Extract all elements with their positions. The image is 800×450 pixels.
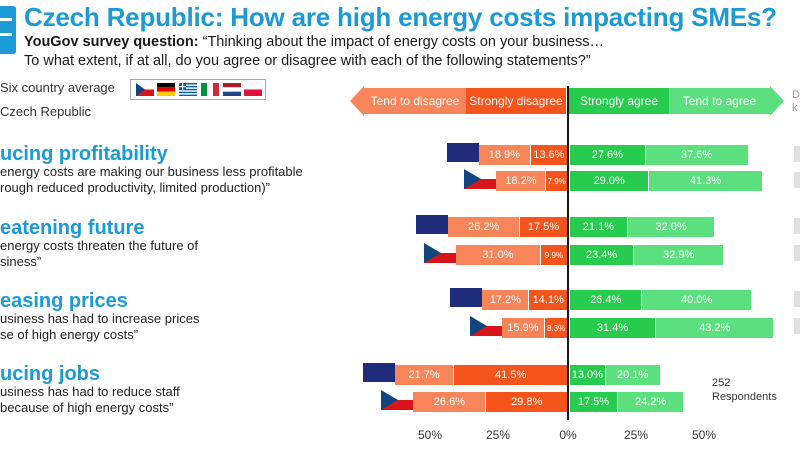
bar-strongly-disagree: 9.9% — [540, 245, 567, 265]
bar-strongly-agree: 21.1% — [570, 217, 627, 237]
bar-tend-agree: 32.0% — [627, 217, 715, 237]
czech-flag-icon — [464, 169, 497, 189]
question-line-2: To what extent, if at all, do you agree … — [24, 53, 591, 69]
category-title-profitability: ucing profitability — [0, 143, 168, 165]
bar-strongly-agree: 29.0% — [570, 171, 649, 191]
question-label: YouGov survey question: — [24, 34, 199, 50]
legend-cz-label: Czech Republic — [0, 104, 92, 119]
bar-strongly-disagree: 29.8% — [486, 392, 567, 412]
bar-strongly-disagree: 8.3% — [545, 318, 567, 338]
dont-know-header: D k — [792, 89, 800, 115]
bar-tend-disagree: 21.7% — [394, 365, 454, 385]
desc-line-2: se of high energy costs” — [0, 327, 139, 342]
desc-line-2: because of high energy costs” — [0, 400, 174, 415]
category-desc-prices: usiness has had to increase prices se of… — [0, 311, 199, 343]
bar-strongly-agree: 26.4% — [570, 290, 642, 310]
bar-strongly-disagree: 14.1% — [529, 290, 567, 310]
header-strongly-disagree: Strongly disagree — [466, 88, 566, 114]
page-title: Czech Republic: How are high energy cost… — [24, 2, 777, 32]
bar-strongly-disagree: 13.6% — [530, 145, 567, 165]
desc-line-1: usiness has had to reduce staff — [0, 384, 180, 399]
category-desc-future: energy costs threaten the future of sine… — [0, 238, 198, 270]
desc-line-1: energy costs threaten the future of — [0, 238, 199, 253]
czech-flag-icon — [381, 390, 414, 410]
header-tend-agree: Tend to agree — [669, 88, 770, 114]
survey-question: YouGov survey question: “Thinking about … — [24, 33, 604, 71]
bar-tend-disagree: 17.2% — [482, 290, 529, 310]
bar-tend-agree: 20.1% — [605, 365, 660, 385]
czech-flag-icon — [469, 316, 502, 336]
category-title-prices: easing prices — [0, 290, 128, 312]
bar-tend-agree: 37.6% — [645, 145, 748, 165]
header-strongly-agree: Strongly agree — [569, 88, 669, 114]
bar-tend-disagree: 18.2% — [496, 171, 546, 191]
header-tend-disagree: Tend to disagree — [364, 88, 466, 114]
respondents-number: 252 — [712, 377, 731, 389]
left-arrow-icon — [350, 86, 364, 116]
right-arrow-icon — [770, 86, 784, 116]
bar-strongly-agree: 17.5% — [570, 392, 617, 412]
dk-bar-stub — [794, 218, 800, 234]
question-line-1: “Thinking about the impact of energy cos… — [202, 34, 604, 50]
dk-bar-stub — [794, 146, 800, 162]
bar-tend-disagree: 15.9% — [501, 318, 545, 338]
zero-axis-line — [567, 86, 569, 420]
x-tick-label: 50% — [417, 428, 443, 442]
avg-marker-icon — [362, 363, 395, 382]
dk-bar-stub — [794, 291, 800, 307]
bar-strongly-agree: 23.4% — [570, 245, 634, 265]
desc-line-1: usiness has had to increase prices — [0, 311, 200, 326]
category-desc-jobs: usiness has had to reduce staff because … — [0, 384, 180, 416]
dk-bar-stub — [794, 318, 800, 334]
respondents-label: Respondents — [712, 391, 777, 403]
bar-strongly-disagree: 7.9% — [546, 171, 567, 191]
flags-icon — [136, 82, 263, 96]
bar-tend-disagree: 26.6% — [413, 392, 486, 412]
desc-line-1: energy costs are making our business les… — [0, 164, 303, 179]
dk-line-1: D — [792, 89, 800, 101]
czech-flag-icon — [423, 243, 456, 263]
bar-strongly-agree: 13.0% — [570, 365, 605, 385]
bar-strongly-agree: 31.4% — [570, 318, 656, 338]
respondents-count: 252 Respondents — [712, 376, 777, 404]
bar-tend-agree: 40.0% — [642, 290, 751, 310]
country-flags — [130, 79, 266, 100]
bar-tend-disagree: 18.9% — [478, 145, 530, 165]
bar-tend-disagree: 26.2% — [448, 217, 520, 237]
bar-strongly-disagree: 41.5% — [454, 365, 567, 385]
x-tick-label: 25% — [485, 428, 511, 442]
x-tick-label: 0% — [559, 428, 577, 442]
avg-marker-icon — [446, 143, 479, 162]
x-tick-label: 50% — [691, 428, 717, 442]
legend-avg-label: Six country average — [0, 80, 115, 95]
bar-tend-agree: 24.2% — [617, 392, 684, 412]
x-tick-label: 25% — [623, 428, 649, 442]
avg-marker-icon — [416, 215, 449, 234]
category-desc-profitability: energy costs are making our business les… — [0, 164, 303, 196]
bar-strongly-disagree: 17.5% — [520, 217, 567, 237]
bar-tend-agree: 41.3% — [649, 171, 762, 191]
dk-bar-stub — [794, 245, 800, 261]
bar-tend-disagree: 31.0% — [455, 245, 540, 265]
logo-icon — [0, 6, 16, 54]
bar-tend-agree: 32.9% — [634, 245, 724, 265]
dk-line-2: k — [792, 102, 798, 114]
category-title-jobs: ucing jobs — [0, 363, 100, 385]
desc-line-2: siness” — [0, 254, 42, 269]
bar-strongly-agree: 27.6% — [570, 145, 645, 165]
category-title-future: eatening future — [0, 217, 145, 239]
dk-bar-stub — [794, 172, 800, 188]
avg-marker-icon — [450, 288, 483, 307]
bar-tend-agree: 43.2% — [656, 318, 774, 338]
desc-line-2: rough reduced productivity, limited prod… — [0, 180, 271, 195]
